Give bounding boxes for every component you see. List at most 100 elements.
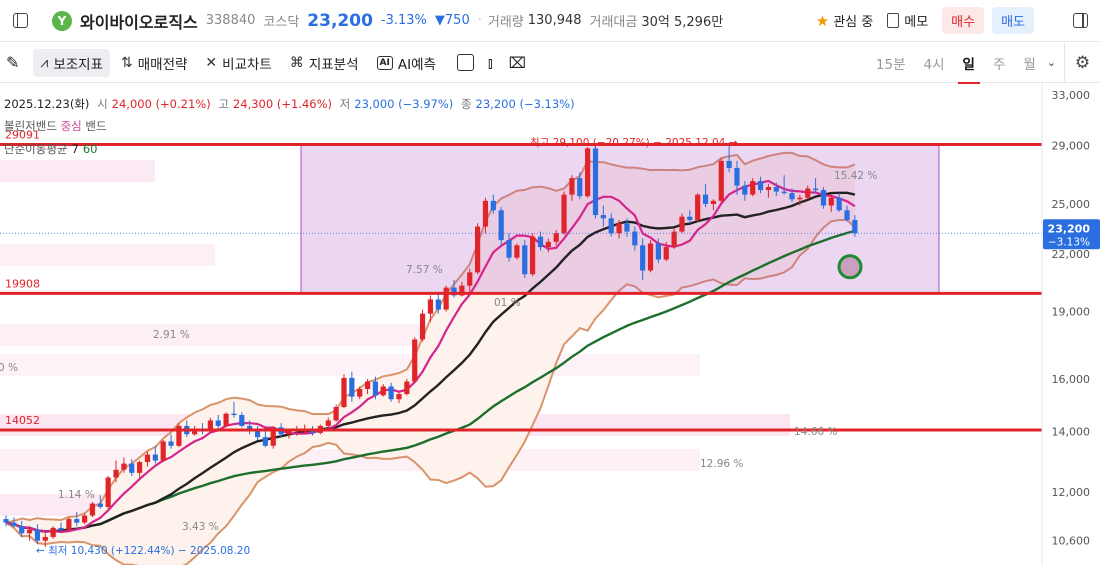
candle-body [812, 188, 819, 191]
candle-body [89, 503, 96, 516]
candle-body [616, 223, 622, 234]
candle-body [608, 218, 614, 234]
candle-body [419, 313, 426, 340]
candles [3, 144, 858, 547]
ma-legend: 단순이동평균 7 60 [4, 141, 97, 157]
legend-high-label: 고 [218, 97, 229, 111]
candle-body [734, 167, 740, 186]
candle-body [357, 389, 363, 397]
strategy-label: 매매전략 [137, 56, 188, 73]
legend-low-label: 저 [339, 97, 351, 111]
candle-body [404, 381, 410, 395]
camera-icon[interactable]: ⌧ [508, 53, 527, 72]
y-tick-label: 29,000 [1052, 140, 1091, 153]
candle-body [522, 245, 528, 275]
ai-forecast-button[interactable]: AI AI예측 [370, 49, 443, 77]
ohlc-legend: 2025.12.23(화) 시 24,000 (+0.21%) 고 24,300 (… [4, 96, 579, 112]
candle-body [349, 377, 355, 397]
candle-body [805, 188, 811, 198]
candle-body [270, 427, 276, 446]
candle-body [459, 285, 465, 296]
chart-annotation: ← 최저 10,430 (+122.44%) − 2025.08.20 [36, 545, 250, 557]
checkbox-icon[interactable] [456, 54, 474, 71]
candle-body [262, 437, 268, 446]
candle-body [137, 462, 143, 473]
pen-icon[interactable]: ✎ [6, 53, 20, 72]
chevron-down-icon[interactable]: ⌄ [1046, 56, 1056, 69]
chart-toolbar: ✎ ⩘ 보조지표 ⇅ 매매전략 ✕ 비교차트 ⌘ 지표분석 AI AI예측 ⫾ … [0, 42, 1100, 84]
level-label: 19908 [5, 277, 40, 290]
chart-annotation: 15.42 % [834, 170, 877, 182]
period-tabs: 15분 4시 일 주 월 ⌄ [867, 45, 1056, 84]
strategy-button[interactable]: ⇅ 매매전략 [114, 49, 194, 77]
candle-body [74, 519, 80, 523]
candle-body [50, 527, 56, 537]
period-tab-day[interactable]: 일 [957, 45, 981, 84]
period-tab-15m[interactable]: 15분 [875, 56, 906, 73]
candle-body [97, 503, 103, 507]
candle-body [553, 233, 559, 242]
star-icon: ★ [815, 11, 830, 30]
candle-body [679, 216, 685, 232]
candle-body [530, 236, 536, 275]
candle-body [789, 193, 795, 200]
change-amount: ▼750 [434, 13, 470, 28]
candle-body [412, 339, 418, 382]
bollinger-lower-line [5, 219, 856, 565]
candle-body [168, 441, 174, 446]
indicator-icon: ⩘ [40, 54, 49, 71]
period-tab-month[interactable]: 월 [1023, 56, 1036, 73]
candle-body [844, 210, 850, 220]
sell-button[interactable]: 매도 [992, 7, 1034, 34]
candle-body [781, 191, 787, 194]
chart-annotation: 3.43 % [182, 521, 219, 533]
candle-body [671, 231, 677, 248]
memo-label: 메모 [904, 15, 929, 30]
compare-button[interactable]: ✕ 비교차트 [198, 49, 278, 77]
left-panel-toggle-icon[interactable] [0, 0, 40, 42]
period-tab-4h[interactable]: 4시 [923, 56, 945, 73]
memo-button[interactable]: 메모 [887, 11, 928, 30]
compare-label: 비교차트 [222, 56, 272, 73]
analysis-icon: ⌘ [289, 54, 304, 71]
period-tab-week[interactable]: 주 [992, 56, 1006, 73]
candle-body [58, 527, 64, 530]
y-tick-label: 25,000 [1052, 198, 1091, 211]
bollinger-legend-suffix: 밴드 [85, 119, 107, 133]
bollinger-legend: 볼린저밴드 중심 밴드 [4, 118, 107, 134]
ma20-line [5, 191, 856, 533]
volume-profile-bar [0, 354, 700, 376]
candle-body [655, 243, 661, 260]
signal-circle [837, 254, 863, 280]
analysis-label: 지표분석 [308, 56, 359, 73]
candle-body [757, 181, 764, 191]
candle-body [702, 194, 709, 204]
candle-body [836, 197, 842, 211]
candle-body [34, 529, 41, 541]
candle-body [820, 190, 827, 206]
right-panel-toggle-icon[interactable] [1060, 0, 1100, 42]
candle-body [113, 469, 119, 478]
legend-date: 2025.12.23(화) [4, 97, 90, 111]
legend-close-label: 종 [460, 97, 472, 111]
gear-icon[interactable]: ⚙ [1064, 42, 1100, 83]
candle-body [144, 454, 151, 463]
candle-body [545, 241, 551, 248]
top-bar: Y 와이바이오로직스 338840 코스닥 23,200 -3.13% ▼750… [0, 0, 1100, 42]
y-tick-label: 22,000 [1052, 248, 1091, 261]
candle-body [506, 240, 512, 258]
candle-body [239, 415, 245, 426]
indicators-button[interactable]: ⩘ 보조지표 [33, 48, 110, 77]
buy-button[interactable]: 매수 [942, 7, 985, 34]
favorite-button[interactable]: ★ 관심 중 [815, 11, 873, 31]
chart-annotation: 2.91 % [153, 329, 190, 341]
candle-body [718, 160, 724, 201]
last-price-tag-price: 23,200 [1048, 222, 1091, 235]
candle-body [105, 477, 111, 507]
legend-open-label: 시 [97, 97, 108, 111]
legend-open: 24,000 (+0.21%) [111, 97, 211, 111]
analysis-button[interactable]: ⌘ 지표분석 [283, 49, 366, 77]
price-chart[interactable]: 29091 19908 14052 최고 29,100 (−20.27%) − 202… [0, 84, 1100, 565]
candlestick-icon[interactable]: ⫾ [487, 53, 493, 72]
y-tick-label: 33,000 [1052, 89, 1091, 102]
